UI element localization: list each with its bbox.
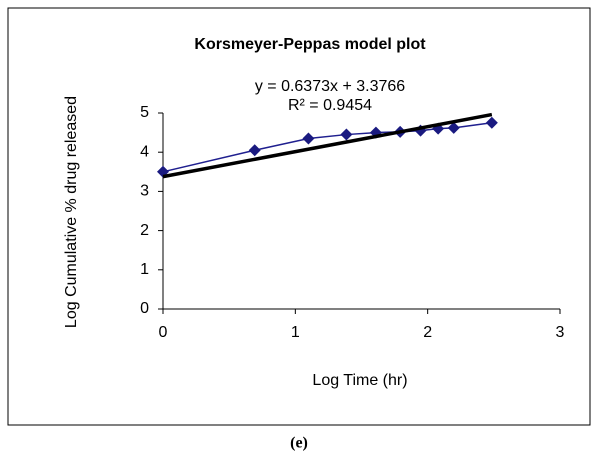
y-tick-label: 4 [140, 143, 149, 160]
data-point [340, 128, 353, 141]
y-tick-label: 1 [140, 261, 149, 278]
x-tick-label: 0 [159, 324, 168, 341]
chart-frame [7, 7, 591, 426]
y-axis-label: Log Cumulative % drug released [63, 96, 80, 328]
y-tick-label: 3 [140, 183, 149, 200]
chart-title: Korsmeyer-Peppas model plot [194, 36, 426, 53]
x-tick-label: 3 [556, 324, 565, 341]
data-point [485, 116, 498, 129]
y-tick-label: 2 [140, 222, 149, 239]
data-point [447, 121, 460, 134]
x-tick-label: 2 [423, 324, 432, 341]
trendline [162, 112, 493, 179]
data-point [248, 144, 261, 157]
y-tick-label: 0 [140, 300, 149, 317]
x-tick-label: 1 [291, 324, 300, 341]
r-squared: R² = 0.9454 [288, 97, 372, 114]
x-axis-label: Log Time (hr) [312, 372, 407, 389]
y-tick-label: 5 [140, 104, 149, 121]
data-line [162, 122, 492, 173]
equation: y = 0.6373x + 3.3766 [255, 78, 405, 95]
data-point [302, 132, 315, 145]
caption: (e) [290, 435, 308, 452]
